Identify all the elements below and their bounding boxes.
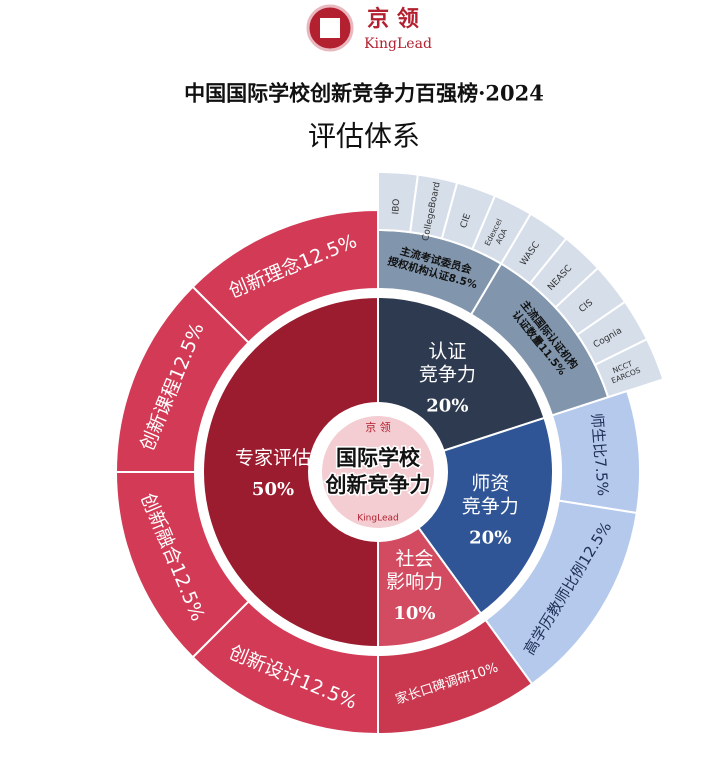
center-logo [322, 416, 434, 528]
title: 中国国际学校创新竞争力百强榜·2024 [184, 81, 544, 106]
inner-segment [202, 295, 379, 649]
organization-label-line: IBO [391, 198, 402, 214]
brand-en: KingLead [364, 36, 432, 52]
center-label: 国际学校 [336, 446, 421, 470]
segment-value: 10% [393, 603, 435, 624]
segment-name-line: 竞争力 [462, 495, 519, 517]
ring-segment [191, 208, 379, 345]
segment-name-line: 认证 [428, 340, 466, 362]
organization-label-line: CIE [459, 212, 473, 229]
subtitle: 评估体系 [308, 120, 420, 153]
segment-name: 认证竞争力 [419, 340, 476, 385]
segment-name-line: 竞争力 [419, 363, 476, 385]
organization-label: CIE [459, 212, 473, 229]
segment-name-line: 社会 [395, 548, 433, 570]
organization-label: IBO [391, 198, 402, 214]
segment-value: 20% [426, 396, 468, 417]
center-label: 创新竞争力 [325, 473, 431, 497]
segment-name: 专家评估 [235, 447, 311, 469]
segment-name-line: 专家评估 [235, 447, 311, 469]
segment-value: 50% [252, 479, 294, 500]
segment-name: 师资竞争力 [462, 472, 519, 517]
segment-name-line: 影响力 [386, 571, 443, 593]
center-brand: 京 领 [365, 420, 391, 434]
center-brand-en: KingLead [357, 514, 398, 524]
logo-mark [320, 18, 340, 38]
segment-value: 20% [469, 527, 511, 548]
brand: 京 领 [367, 6, 419, 32]
segment-name: 社会影响力 [386, 548, 443, 593]
segment-name-line: 师资 [471, 472, 509, 494]
sunburst: 主流考试委员会授权机构认证8.5%IBO CollegeBoard CIE Edexc… [114, 170, 665, 736]
